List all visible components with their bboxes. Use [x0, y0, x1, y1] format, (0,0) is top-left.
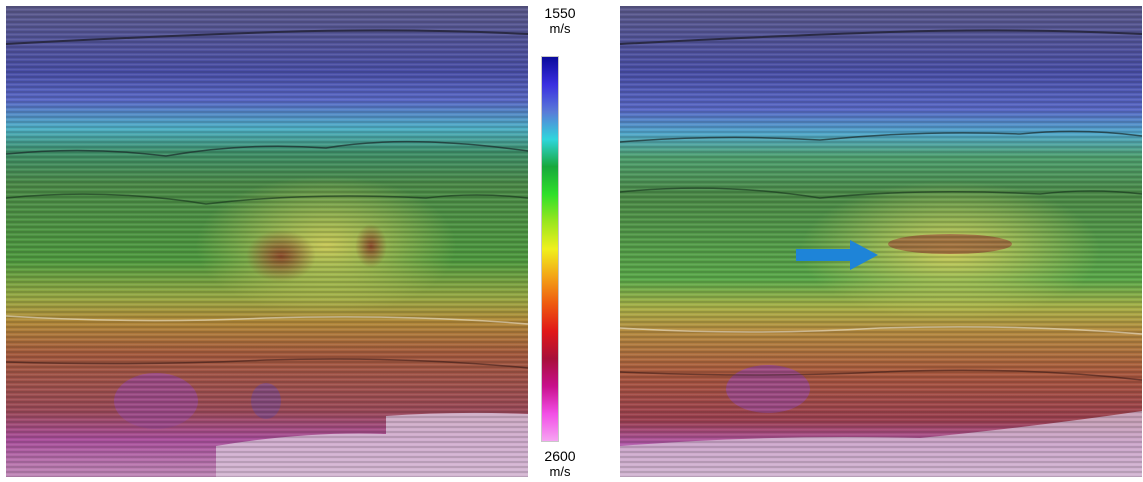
seismic-panel-left — [6, 6, 528, 477]
colorbar-min-unit: m/s — [549, 464, 571, 479]
velocity-overlay-left — [6, 6, 528, 477]
velocity-colorbar — [541, 56, 559, 442]
colorbar-max-label: 1550 m/s — [536, 5, 584, 37]
colorbar-max-unit: m/s — [549, 21, 571, 36]
colorbar-min-label: 2600 m/s — [536, 448, 584, 480]
velocity-overlay-right — [620, 6, 1142, 477]
seismic-panel-right — [620, 6, 1142, 477]
colorbar-max-value: 1550 — [544, 5, 576, 21]
arrow-icon — [796, 240, 878, 270]
colorbar-min-value: 2600 — [544, 448, 576, 464]
